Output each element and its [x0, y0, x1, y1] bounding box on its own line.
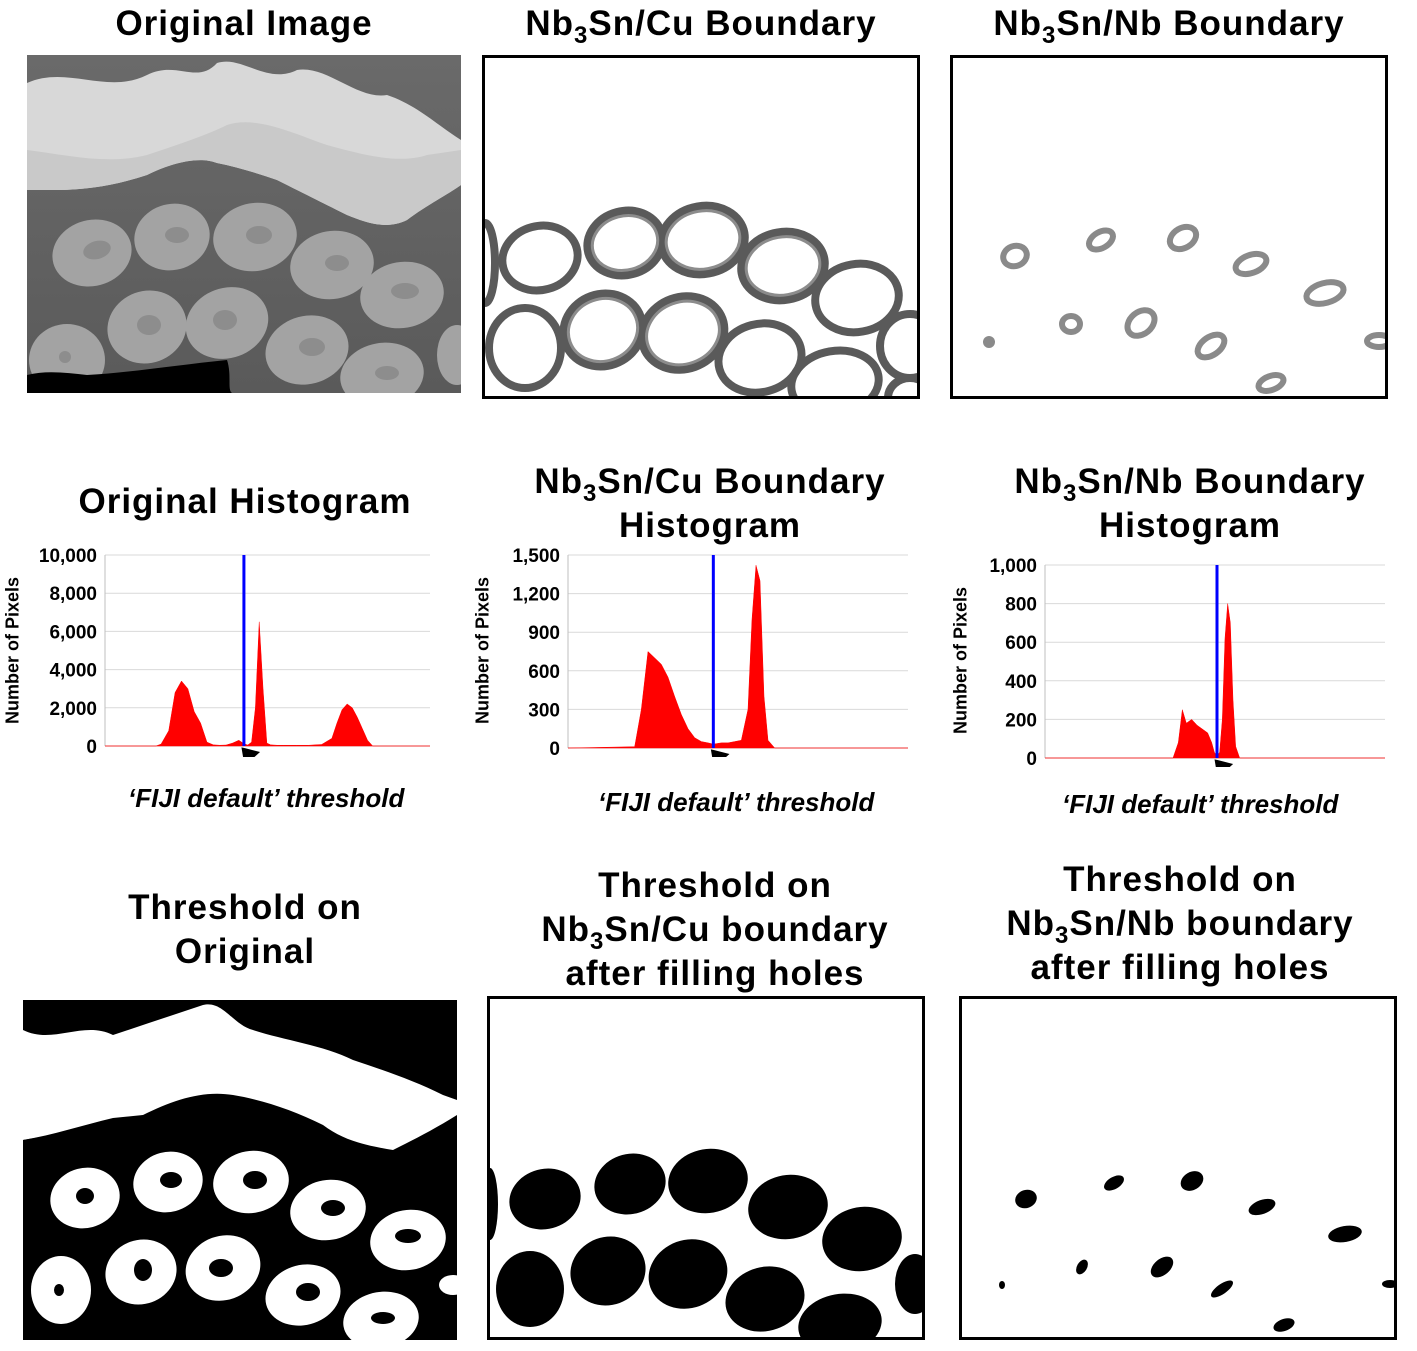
- y-tick-label: 4,000: [49, 661, 97, 682]
- y-tick-label: 0: [549, 739, 560, 757]
- cu-threshold-label: ‘FIJI default’ threshold: [598, 787, 875, 817]
- cu-boundary-image: [482, 55, 920, 399]
- cu-boundary-title: Nb3Sn/Cu Boundary: [525, 4, 877, 49]
- threshold-cu-title: Threshold on Nb3Sn/Cu boundary after fil…: [541, 866, 889, 993]
- threshold-arrow-icon: [710, 749, 730, 757]
- threshold-arrow-icon: [241, 747, 261, 757]
- cu-histogram-title: Nb3Sn/Cu Boundary Histogram: [534, 462, 886, 545]
- original-image-title: Original Image: [115, 4, 373, 43]
- y-tick-label: 10,000: [39, 546, 97, 567]
- original-threshold-label: ‘FIJI default’ threshold: [128, 783, 405, 813]
- y-tick-label: 1,000: [989, 556, 1037, 577]
- y-tick-label: 400: [1005, 672, 1037, 693]
- y-tick-label: 300: [528, 700, 560, 721]
- y-tick-label: 1,200: [512, 585, 560, 606]
- original-histogram-title: Original Histogram: [78, 482, 412, 521]
- original-image: [27, 55, 461, 393]
- y-tick-label: 2,000: [49, 699, 97, 720]
- threshold-original-image: [23, 1000, 457, 1340]
- nb-histogram-title: Nb3Sn/Nb Boundary Histogram: [1014, 462, 1366, 545]
- y-tick-label: 900: [528, 623, 560, 644]
- nb-histogram-chart: 0 200 400 600 800 1,000: [989, 556, 1385, 767]
- threshold-arrow-icon: [1214, 759, 1234, 767]
- nb-boundary-image: [950, 55, 1388, 399]
- nb-threshold-label: ‘FIJI default’ threshold: [1062, 789, 1339, 819]
- y-tick-label: 800: [1005, 595, 1037, 616]
- y-tick-label: 1,500: [512, 546, 560, 567]
- threshold-nb-image: [959, 996, 1397, 1340]
- y-tick-label: 6,000: [49, 622, 97, 643]
- y-tick-label: 8,000: [49, 584, 97, 605]
- cu-histogram-ylabel: Number of Pixels: [472, 576, 493, 725]
- y-tick-label: 0: [86, 737, 97, 757]
- histogram-area: [105, 621, 430, 747]
- threshold-original-title: Threshold on Original: [128, 888, 362, 971]
- histogram-area: [567, 565, 908, 749]
- nb-boundary-title: Nb3Sn/Nb Boundary: [993, 4, 1345, 49]
- cu-histogram-chart: 0 300 600 900 1,200 1,500: [512, 546, 908, 757]
- threshold-nb-title: Threshold on Nb3Sn/Nb boundary after fil…: [1006, 860, 1354, 987]
- y-tick-label: 0: [1026, 749, 1037, 767]
- y-tick-label: 200: [1005, 710, 1037, 731]
- y-tick-label: 600: [1005, 633, 1037, 654]
- threshold-cu-image: [487, 996, 925, 1340]
- original-histogram-chart: 0 2,000 4,000 6,000 8,000 10,000: [39, 546, 430, 757]
- y-tick-label: 600: [528, 662, 560, 683]
